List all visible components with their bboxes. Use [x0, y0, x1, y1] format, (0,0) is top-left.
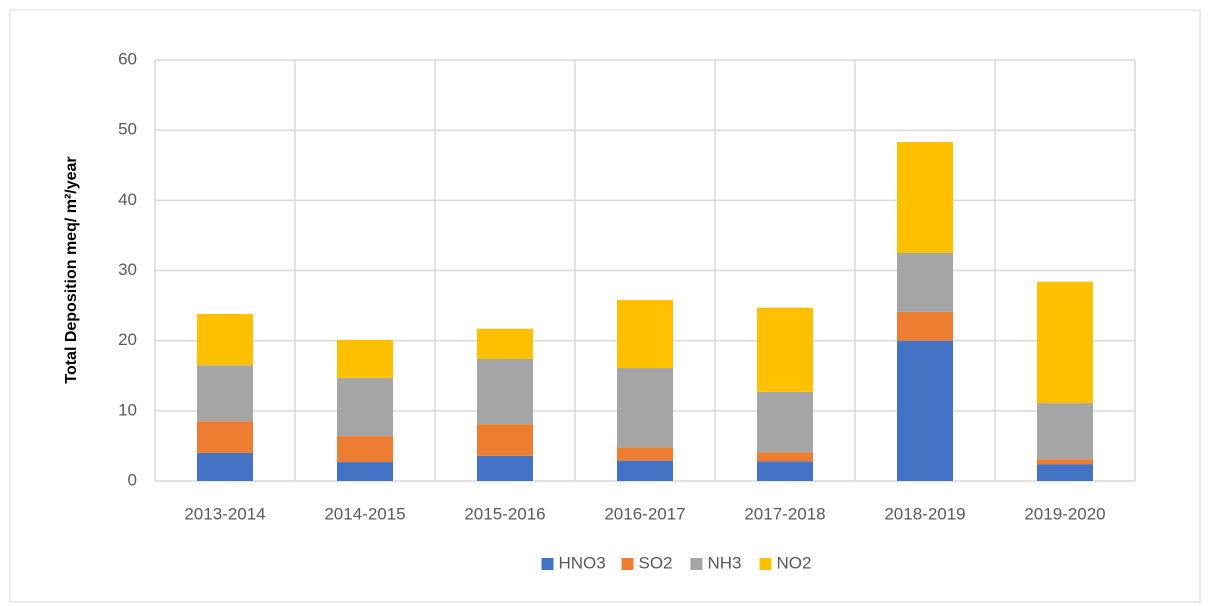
bar-segment [337, 377, 393, 437]
bar-segment [1037, 464, 1093, 481]
y-axis-label: Total Deposition meq/ m²/year [63, 156, 80, 383]
bar-segment [197, 365, 253, 422]
bar-segment [197, 421, 253, 453]
legend-swatch [541, 558, 554, 570]
bar-segment [477, 328, 533, 359]
bar-segment [617, 460, 673, 481]
bar-segment [617, 299, 673, 369]
legend-label: SO2 [639, 553, 673, 572]
y-tick-label: 30 [118, 260, 137, 279]
bar-segment [757, 391, 813, 453]
bar-segment [757, 461, 813, 481]
x-tick-label: 2019-2020 [1024, 504, 1105, 523]
bar-segment [337, 436, 393, 463]
bar-segment [617, 447, 673, 461]
y-tick-label: 50 [118, 120, 137, 139]
legend-label: NH3 [708, 553, 742, 572]
y-tick-label: 0 [128, 470, 137, 489]
bar-segment [197, 314, 253, 366]
legend-label: NO2 [777, 553, 812, 572]
bar-segment [1037, 459, 1093, 465]
x-tick-label: 2013-2014 [184, 504, 265, 523]
y-tick-label: 40 [118, 190, 137, 209]
bar-segment [897, 142, 953, 253]
y-tick-label: 20 [118, 330, 137, 349]
bar-segment [897, 340, 953, 481]
y-tick-label: 10 [118, 400, 137, 419]
bar-segment [197, 452, 253, 481]
x-tick-label: 2018-2019 [884, 504, 965, 523]
bar-segment [1037, 281, 1093, 404]
x-tick-label: 2015-2016 [464, 504, 545, 523]
y-tick-label: 60 [118, 49, 137, 68]
x-tick-label: 2017-2018 [744, 504, 825, 523]
bar-segment [617, 368, 673, 448]
bar-segment [477, 455, 533, 481]
legend-swatch [621, 558, 634, 570]
bar-segment [337, 339, 393, 378]
bar-segment [477, 358, 533, 425]
legend-swatch [690, 558, 703, 570]
legend-label: HNO3 [559, 553, 606, 572]
bar-segment [757, 452, 813, 462]
bar-segment [1037, 403, 1093, 460]
bar-segment [897, 311, 953, 341]
legend-swatch [759, 558, 772, 570]
x-tick-label: 2014-2015 [324, 504, 405, 523]
chart-border [9, 9, 1201, 603]
bar-segment [897, 252, 953, 312]
x-tick-label: 2016-2017 [604, 504, 685, 523]
bar-segment [757, 307, 813, 392]
bar-segment [477, 424, 533, 456]
bar-segment [337, 462, 393, 481]
